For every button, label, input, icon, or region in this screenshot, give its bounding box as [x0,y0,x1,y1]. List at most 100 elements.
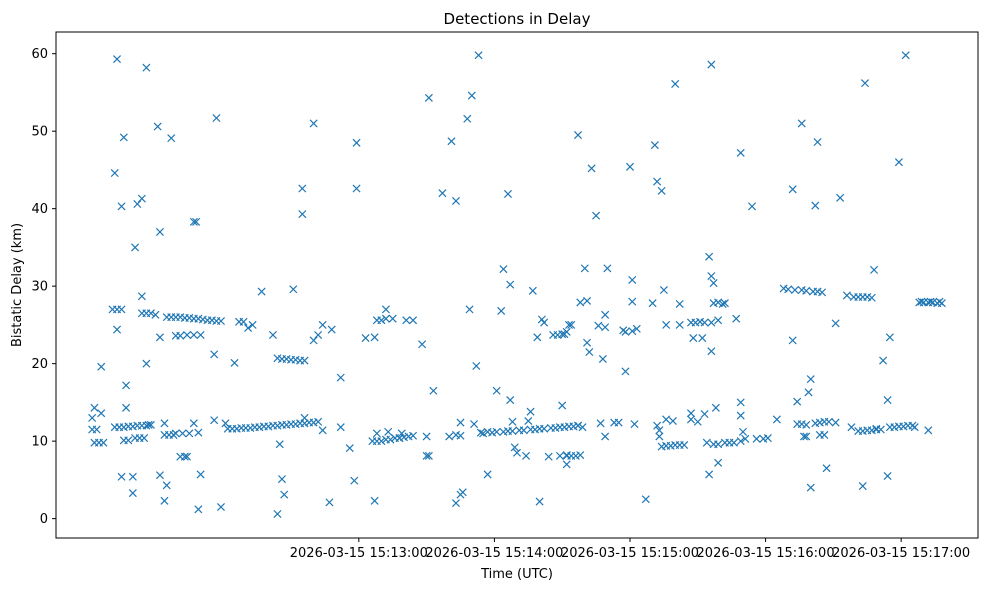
data-point-marker [151,310,160,319]
data-point-marker [506,280,515,289]
data-point-marker [653,421,662,430]
data-point-marker [314,330,323,340]
data-point-marker [540,424,549,433]
data-point-marker [131,243,140,252]
data-point-marker [273,509,282,519]
data-point-marker [418,340,427,349]
data-point-marker [178,429,187,438]
data-point-marker [831,418,840,427]
data-point-marker [700,318,709,327]
data-point-marker [668,416,677,426]
chart-title: Detections in Delay [444,10,591,28]
data-point-marker [377,437,386,446]
data-point-marker [97,409,106,418]
data-point-marker [395,434,404,443]
data-point-marker [824,417,833,426]
data-point-marker [747,202,757,211]
data-point-marker [558,330,567,339]
data-point-marker [212,113,221,123]
data-point-marker [474,51,483,60]
data-point-marker [558,401,567,410]
data-point-marker [705,470,714,479]
data-point-marker [384,427,393,436]
data-point-marker [298,210,307,219]
data-point-marker [456,418,465,427]
data-point-marker [718,299,727,309]
data-point-marker [797,119,806,128]
data-point-marker [790,286,799,295]
data-point-marker [573,421,583,430]
data-point-marker [216,502,225,512]
data-point-marker [564,320,574,329]
data-point-marker [522,451,531,460]
data-point-marker [445,432,454,441]
data-point-marker [736,437,745,446]
data-point-marker [698,334,707,343]
data-point-marker [422,451,431,460]
data-point-marker [555,451,564,460]
data-point-marker [397,429,406,438]
data-point-marker [702,438,711,447]
data-point-marker [711,403,720,412]
data-point-marker [707,347,716,356]
data-point-marker [655,426,664,435]
data-point-marker [870,265,879,274]
data-point-marker [257,287,266,296]
data-point-marker [508,427,517,436]
data-point-marker [117,305,126,314]
data-point-marker [818,288,827,297]
data-point-marker [603,264,612,273]
data-point-marker [210,350,219,359]
x-tick-label: 2026-03-15 15:17:00 [832,546,970,561]
data-point-marker [280,490,289,499]
data-point-marker [492,386,501,395]
data-point-marker [544,452,553,461]
data-point-marker [847,423,856,432]
data-point-marker [707,318,716,327]
y-tick-label: 0 [40,512,48,527]
data-point-marker [831,319,840,328]
data-point-marker [533,333,542,342]
data-point-marker [675,320,684,329]
data-point-marker [171,429,180,438]
data-points [88,51,946,519]
x-tick-label: 2026-03-15 15:16:00 [697,546,835,561]
data-point-marker [352,138,361,147]
data-point-marker [309,119,318,128]
data-point-marker [176,331,185,340]
data-point-marker [409,431,418,440]
data-point-marker [752,434,761,443]
data-point-marker [128,472,137,481]
data-point-marker [799,432,809,441]
data-point-marker [842,291,851,300]
data-point-marker [641,495,650,504]
data-point-marker [424,93,433,102]
data-point-marker [309,336,318,345]
data-point-marker [275,440,284,449]
data-point-marker [601,323,610,332]
data-point-marker [244,323,253,333]
data-point-marker [917,297,926,306]
data-point-marker [806,375,815,384]
data-point-marker [610,418,619,427]
data-point-marker [707,272,716,281]
data-point-marker [160,419,169,428]
data-point-marker [92,425,101,434]
data-point-marker [146,420,155,429]
data-point-marker [162,481,171,490]
data-point-marker [662,320,671,329]
data-point-marker [729,438,738,447]
data-point-marker [167,134,176,143]
data-point-marker [628,327,637,336]
data-point-marker [88,413,97,422]
data-point-marker [230,358,239,367]
data-point-marker [924,426,933,435]
data-point-marker [630,420,639,429]
data-point-marker [653,177,662,186]
plot-frame [55,31,979,539]
data-point-marker [686,409,696,418]
data-point-marker [524,416,533,426]
data-point-marker [128,489,137,498]
data-point-marker [657,186,666,195]
data-point-marker [822,464,831,473]
